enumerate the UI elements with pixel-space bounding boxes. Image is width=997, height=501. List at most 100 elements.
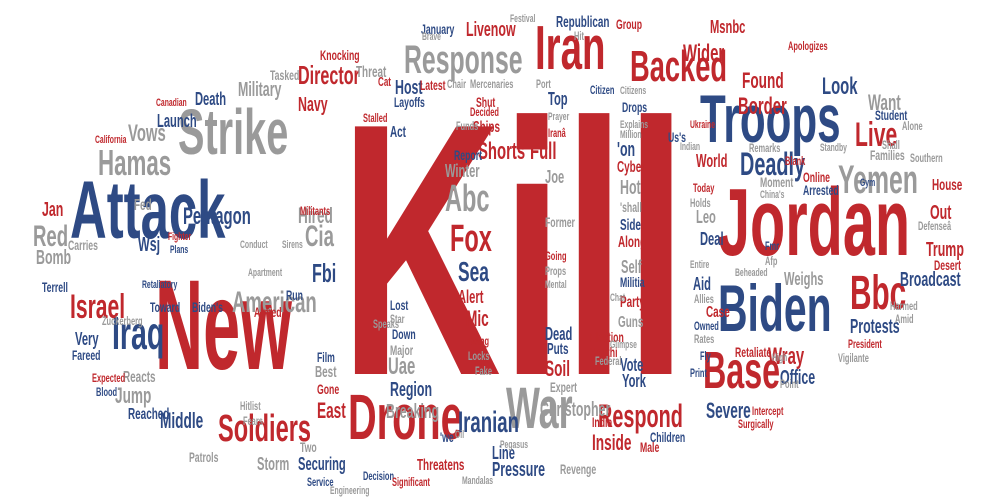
word-allies: Allies: [694, 292, 714, 306]
word-houthi: Houthi: [590, 344, 618, 360]
word-best: Best: [315, 364, 337, 381]
word-india: India: [592, 414, 613, 430]
word-pentagon: Pentagon: [183, 203, 251, 230]
word-us-s: Us's: [668, 129, 686, 145]
word-port: Port: [536, 77, 551, 91]
word-decided: Decided: [470, 105, 499, 119]
word-fareed: Fareed: [72, 347, 101, 363]
word-hit: Hit: [574, 29, 584, 43]
word-shorts: Shorts: [478, 138, 526, 165]
word-threatens: Threatens: [417, 457, 465, 474]
word-decision: Decision: [363, 469, 395, 483]
word-major: Major: [390, 342, 414, 358]
word-vote: Vote: [620, 355, 644, 375]
word-base: Base: [703, 342, 781, 400]
word-fears: Fears: [243, 414, 263, 428]
word-southern: Southern: [910, 151, 943, 165]
word-host: Host: [395, 77, 423, 99]
word-bomb: Bomb: [36, 247, 72, 269]
word-doing: Doing: [468, 334, 490, 348]
word-inside: Inside: [592, 430, 632, 455]
word-defense: Defenseâ: [918, 219, 952, 233]
word-canadian: Canadian: [156, 97, 187, 109]
word-ships: Ships: [473, 119, 501, 136]
word-desert: Desert: [934, 257, 962, 273]
word-alert: Alert: [458, 287, 484, 307]
word-gone: Gone: [317, 381, 340, 397]
word-biden: Biden: [718, 271, 832, 345]
word-significant: Significant: [392, 475, 431, 489]
word-star: Star: [390, 312, 405, 326]
word-msnbc: Msnbc: [710, 17, 746, 37]
word-vigilante: Vigilante: [838, 351, 869, 365]
word-biden-s: Biden's: [192, 299, 224, 315]
word-death: Death: [195, 89, 227, 109]
word-ukraine: Ukraine: [690, 119, 716, 131]
word-glimpse: Glimpse: [610, 339, 637, 351]
word-shall: Shall: [882, 138, 900, 152]
word-federal: Federal: [595, 354, 622, 368]
word-soil: Soil: [545, 356, 571, 381]
word-act: Act: [390, 124, 406, 141]
word-stalled: Stalled: [363, 111, 388, 125]
word-explains: Explains: [620, 119, 649, 131]
word-full: Full: [530, 138, 557, 165]
word-puts: Puts: [547, 341, 569, 358]
word-iran: Iran: [535, 14, 606, 83]
word-china-s: China's: [760, 189, 785, 201]
word-harmed: Harmed: [890, 299, 918, 313]
word-weighs: Weighs: [784, 269, 824, 289]
word-cia: Cia: [305, 220, 334, 253]
word-dead: Dead: [545, 324, 573, 344]
word-respond: Respond: [598, 398, 683, 434]
word-reached: Reached: [128, 406, 170, 423]
word-california: California: [95, 134, 127, 146]
word-locks: Locks: [468, 349, 490, 363]
word-severe: Severe: [706, 398, 751, 423]
word-militia: Militia: [620, 274, 645, 290]
word-armed: Armed: [254, 304, 282, 320]
word-world: World: [696, 151, 728, 171]
word-fmr: Fmr: [765, 239, 780, 253]
word-deal: Deal: [700, 229, 724, 249]
word-broadcast: Broadcast: [900, 269, 961, 291]
word-livenow: Livenow: [466, 19, 516, 41]
word-conduct: Conduct: [240, 239, 268, 251]
word-live: Live: [855, 116, 898, 154]
word-military: Military: [238, 79, 282, 101]
word-middle: Middle: [160, 408, 204, 433]
word-hamas: Hamas: [98, 142, 172, 183]
word-remarks: Remarks: [749, 141, 781, 155]
word-report: Report: [454, 147, 482, 163]
word-guns: Guns: [618, 314, 644, 331]
word-down: Down: [392, 326, 416, 342]
word-toward: Toward: [150, 299, 181, 315]
word-found: Found: [742, 68, 784, 93]
word-fighter: Fighter: [168, 231, 192, 243]
word-pressure: Pressure: [492, 459, 546, 481]
word-former: Former: [545, 214, 575, 230]
word-republican: Republican: [556, 14, 610, 31]
word-party: Party: [620, 294, 645, 311]
word-chair: Chair: [447, 77, 467, 91]
word-latest: Latest: [420, 77, 446, 93]
word-pegasus: Pegasus: [500, 439, 529, 451]
word-zuckerberg: Zuckerberg: [102, 314, 143, 328]
word-trump: Trump: [926, 239, 964, 261]
word-fly: Fly: [700, 349, 711, 363]
word-gym: Gym: [860, 177, 876, 189]
word-abc: Abc: [445, 178, 490, 220]
word-protests: Protests: [850, 316, 900, 338]
word-line: Line: [492, 443, 515, 463]
word-region: Region: [390, 379, 433, 401]
word-owned: Owned: [694, 319, 719, 333]
word-launch: Launch: [157, 111, 197, 131]
word-jump: Jump: [115, 383, 152, 408]
word-entire: Entire: [690, 259, 710, 271]
word-sea: Sea: [458, 256, 489, 287]
word-carries: Carries: [68, 237, 98, 253]
word-million: Million: [620, 129, 642, 141]
word-print: Print: [690, 366, 707, 380]
word-new: New: [155, 254, 292, 397]
word-mercenaries: Mercenaries: [470, 77, 514, 91]
